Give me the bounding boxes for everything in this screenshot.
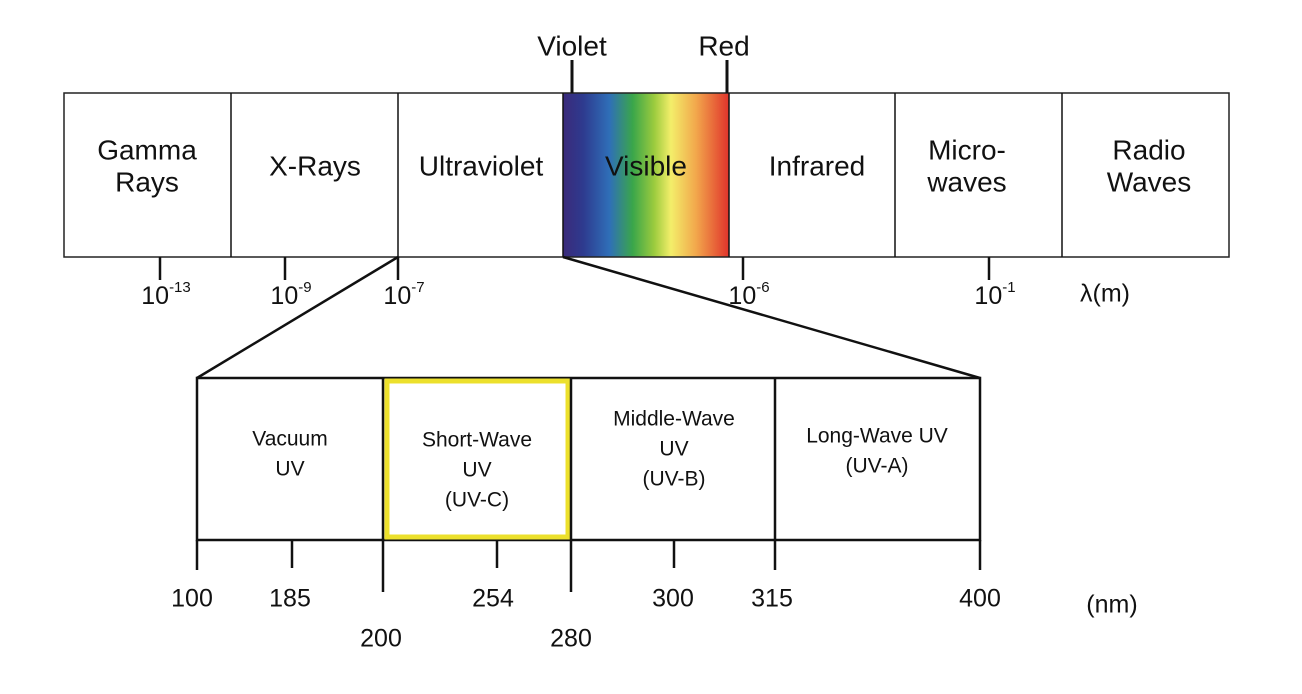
tick-base: 10 (141, 282, 169, 310)
uv-tick-label: 315 (751, 585, 793, 613)
uv-tick-label: 254 (472, 585, 514, 613)
band-label: X-Rays (269, 150, 361, 181)
uv-tick-label: 200 (360, 625, 402, 653)
band-label: waves (926, 166, 1006, 197)
marker-label: Red (698, 30, 749, 61)
tick-label: 10-13 (141, 279, 191, 310)
band-label: Visible (605, 150, 687, 181)
tick-label: 10-7 (383, 279, 424, 310)
uv-band-label: Vacuum (252, 428, 327, 451)
zoom-line (196, 255, 399, 380)
uv-band-label: (UV-C) (445, 489, 509, 512)
tick-exponent: -1 (1002, 279, 1015, 296)
spectrum-box (63, 92, 1230, 258)
marker-label: Violet (537, 30, 607, 61)
uv-band-label: Middle-Wave (613, 408, 735, 431)
band-label: Ultraviolet (419, 150, 544, 181)
uv-tick-label: 280 (550, 625, 592, 653)
uv-band-label: (UV-B) (643, 468, 706, 491)
band-label: Gamma (97, 134, 197, 165)
uv-band-label: (UV-A) (846, 455, 909, 478)
tick-exponent: -7 (411, 279, 424, 296)
uv-band-label: Long-Wave UV (806, 425, 948, 448)
uv-tick-label: 300 (652, 585, 694, 613)
axis-unit: λ(m) (1080, 280, 1130, 308)
band-label: Waves (1107, 166, 1192, 197)
tick-base: 10 (728, 282, 756, 310)
uv-band-label: UV (462, 459, 491, 482)
tick-base: 10 (974, 282, 1002, 310)
uv-unit: (nm) (1086, 591, 1137, 619)
tick-base: 10 (270, 282, 298, 310)
uvc-highlight (384, 378, 571, 540)
uv-band-label: UV (659, 438, 688, 461)
tick-exponent: -13 (169, 279, 191, 296)
uv-tick-label: 400 (959, 585, 1001, 613)
band-label: Rays (115, 166, 179, 197)
tick-exponent: -6 (756, 279, 769, 296)
uv-tick-label: 185 (269, 585, 311, 613)
band-label: Micro- (928, 134, 1006, 165)
uv-box (195, 376, 982, 542)
uv-band-label: Short-Wave (422, 429, 532, 452)
tick-label: 10-6 (728, 279, 769, 310)
band-label: Radio (1112, 134, 1185, 165)
uv-tick-label: 100 (171, 585, 213, 613)
tick-label: 10-1 (974, 279, 1015, 310)
uv-band-label: UV (275, 458, 304, 481)
band-label: Infrared (769, 150, 866, 181)
zoom-line (562, 255, 981, 380)
tick-exponent: -9 (298, 279, 311, 296)
tick-base: 10 (383, 282, 411, 310)
tick-label: 10-9 (270, 279, 311, 310)
visible-gradient (563, 93, 729, 257)
